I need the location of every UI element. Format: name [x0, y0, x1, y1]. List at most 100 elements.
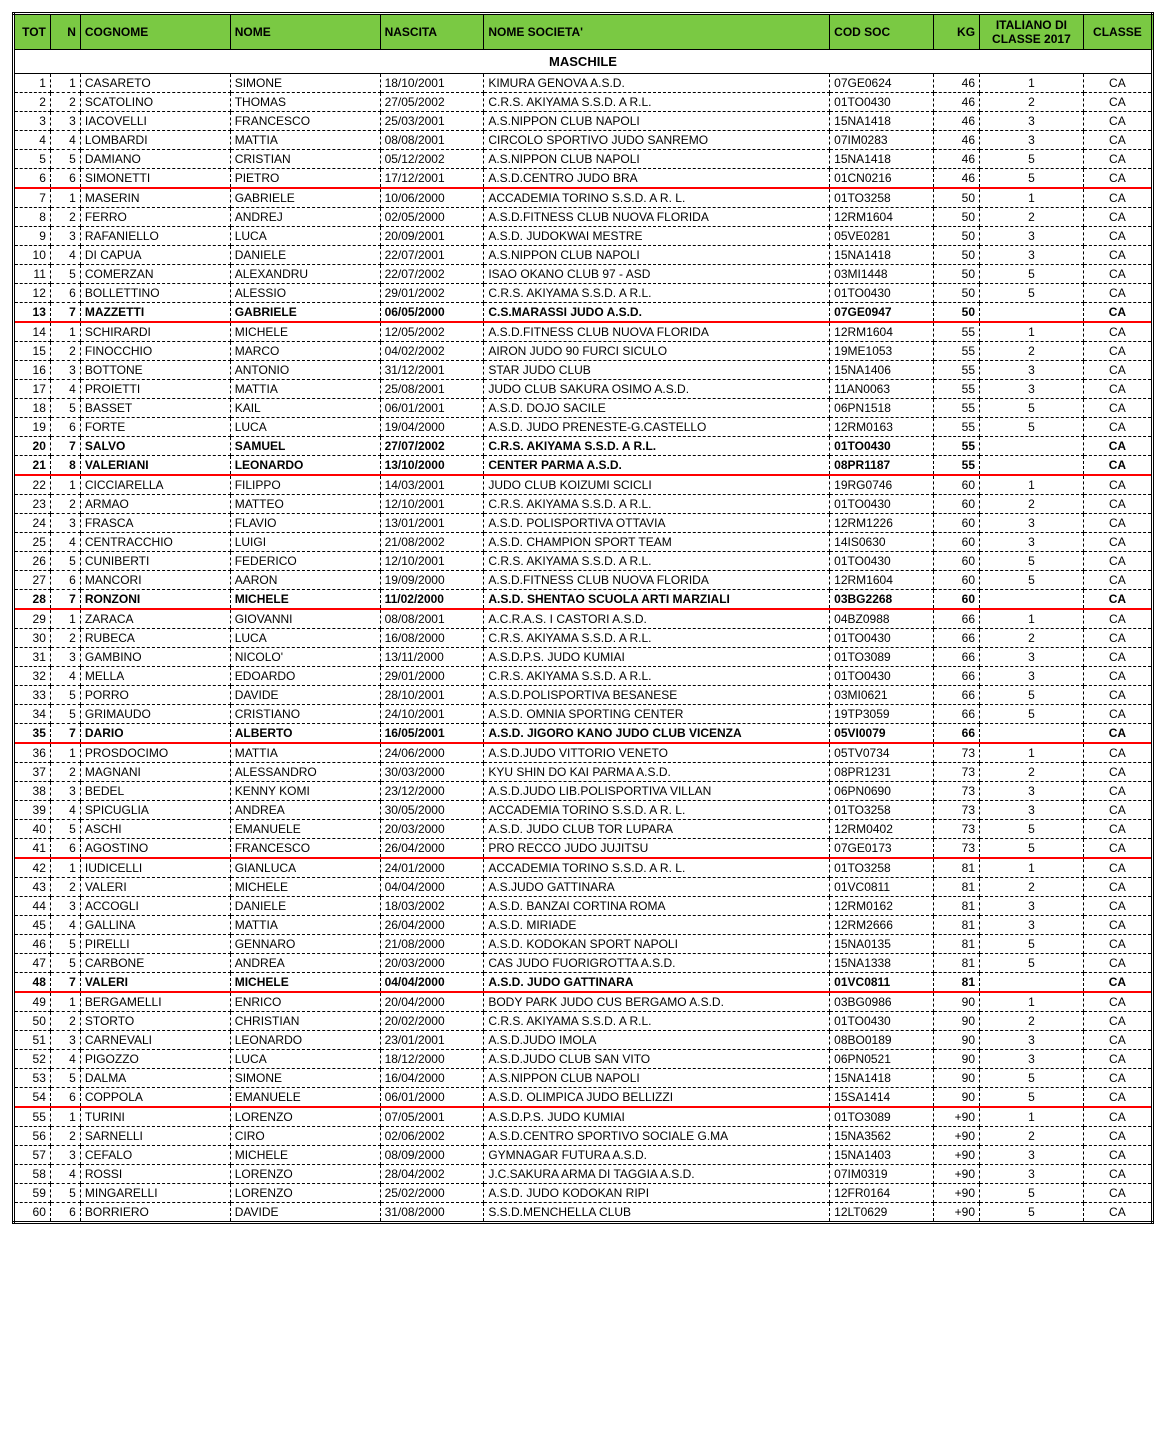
- cell-kg: 55: [933, 399, 979, 418]
- cell-kg: +90: [933, 1203, 979, 1223]
- cell-italiano: [980, 590, 1084, 610]
- cell-nome: LEONARDO: [230, 456, 380, 476]
- cell-italiano: [980, 456, 1084, 476]
- cell-kg: 55: [933, 418, 979, 437]
- cell-italiano: 1: [980, 743, 1084, 763]
- cell-kg: 55: [933, 322, 979, 342]
- cell-kg: 66: [933, 686, 979, 705]
- cell-kg: 50: [933, 303, 979, 323]
- cell-classe: CA: [1083, 973, 1152, 993]
- cell-cognome: DARIO: [80, 724, 230, 744]
- cell-nascita: 30/03/2000: [380, 763, 484, 782]
- cell-tot: 47: [14, 954, 51, 973]
- table-row: 243FRASCAFLAVIO13/01/2001A.S.D. POLISPOR…: [14, 514, 1153, 533]
- cell-n: 2: [50, 629, 80, 648]
- cell-n: 6: [50, 839, 80, 859]
- cell-nascita: 29/01/2002: [380, 284, 484, 303]
- cell-codsoc: 19ME1053: [830, 342, 934, 361]
- cell-societa: A.S.D.CENTRO JUDO BRA: [484, 169, 830, 189]
- cell-classe: CA: [1083, 1088, 1152, 1108]
- cell-kg: +90: [933, 1165, 979, 1184]
- cell-nome: FLAVIO: [230, 514, 380, 533]
- cell-kg: 60: [933, 495, 979, 514]
- cell-italiano: 3: [980, 1165, 1084, 1184]
- table-row: 357DARIOALBERTO16/05/2001A.S.D. JIGORO K…: [14, 724, 1153, 744]
- cell-nascita: 13/10/2000: [380, 456, 484, 476]
- cell-societa: C.S.MARASSI JUDO A.S.D.: [484, 303, 830, 323]
- cell-cognome: FRASCA: [80, 514, 230, 533]
- cell-italiano: 3: [980, 667, 1084, 686]
- col-societa: NOME SOCIETA': [484, 14, 830, 50]
- cell-n: 5: [50, 265, 80, 284]
- table-row: 345GRIMAUDOCRISTIANO24/10/2001A.S.D. OMN…: [14, 705, 1153, 724]
- cell-nome: LUCA: [230, 227, 380, 246]
- cell-cognome: ACCOGLI: [80, 897, 230, 916]
- cell-nome: EMANUELE: [230, 820, 380, 839]
- table-row: 137MAZZETTIGABRIELE06/05/2000C.S.MARASSI…: [14, 303, 1153, 323]
- cell-nome: CIRO: [230, 1127, 380, 1146]
- cell-tot: 26: [14, 552, 51, 571]
- cell-cognome: MINGARELLI: [80, 1184, 230, 1203]
- table-row: 502STORTOCHRISTIAN20/02/2000C.R.S. AKIYA…: [14, 1012, 1153, 1031]
- table-row: 115COMERZANALEXANDRU22/07/2002ISAO OKANO…: [14, 265, 1153, 284]
- cell-n: 7: [50, 303, 80, 323]
- cell-italiano: 5: [980, 571, 1084, 590]
- cell-italiano: [980, 724, 1084, 744]
- cell-nome: FRANCESCO: [230, 839, 380, 859]
- cell-kg: 50: [933, 265, 979, 284]
- cell-nome: ALEXANDRU: [230, 265, 380, 284]
- cell-nome: ALESSANDRO: [230, 763, 380, 782]
- cell-kg: 73: [933, 743, 979, 763]
- col-italiano: ITALIANO DI CLASSE 2017: [980, 14, 1084, 50]
- cell-cognome: BERGAMELLI: [80, 992, 230, 1012]
- cell-codsoc: 07IM0283: [830, 131, 934, 150]
- cell-societa: KIMURA GENOVA A.S.D.: [484, 74, 830, 93]
- cell-societa: KYU SHIN DO KAI PARMA A.S.D.: [484, 763, 830, 782]
- cell-societa: A.S.D.JUDO IMOLA: [484, 1031, 830, 1050]
- cell-kg: 55: [933, 456, 979, 476]
- cell-tot: 57: [14, 1146, 51, 1165]
- cell-societa: C.R.S. AKIYAMA S.S.D. A R.L.: [484, 437, 830, 456]
- cell-tot: 16: [14, 361, 51, 380]
- cell-classe: CA: [1083, 533, 1152, 552]
- cell-kg: 90: [933, 1069, 979, 1088]
- cell-kg: 46: [933, 112, 979, 131]
- cell-classe: CA: [1083, 150, 1152, 169]
- cell-italiano: 1: [980, 1107, 1084, 1127]
- cell-codsoc: 15NA1418: [830, 150, 934, 169]
- cell-societa: A.S.D. SHENTAO SCUOLA ARTI MARZIALI: [484, 590, 830, 610]
- cell-n: 5: [50, 935, 80, 954]
- cell-codsoc: 01CN0216: [830, 169, 934, 189]
- cell-kg: 50: [933, 208, 979, 227]
- table-row: 546COPPOLAEMANUELE06/01/2000A.S.D. OLIMP…: [14, 1088, 1153, 1108]
- cell-kg: 73: [933, 782, 979, 801]
- cell-classe: CA: [1083, 284, 1152, 303]
- cell-kg: 90: [933, 1088, 979, 1108]
- cell-societa: CIRCOLO SPORTIVO JUDO SANREMO: [484, 131, 830, 150]
- cell-cognome: SCHIRARDI: [80, 322, 230, 342]
- table-row: 232ARMAOMATTEO12/10/2001C.R.S. AKIYAMA S…: [14, 495, 1153, 514]
- cell-societa: A.S.NIPPON CLUB NAPOLI: [484, 150, 830, 169]
- cell-n: 1: [50, 74, 80, 93]
- cell-nome: ANDREA: [230, 801, 380, 820]
- cell-societa: A.S.D.CENTRO SPORTIVO SOCIALE G.MA: [484, 1127, 830, 1146]
- cell-codsoc: 12LT0629: [830, 1203, 934, 1223]
- cell-tot: 20: [14, 437, 51, 456]
- cell-kg: 81: [933, 897, 979, 916]
- cell-cognome: GAMBINO: [80, 648, 230, 667]
- table-row: 163BOTTONEANTONIO31/12/2001STAR JUDO CLU…: [14, 361, 1153, 380]
- cell-kg: +90: [933, 1107, 979, 1127]
- table-row: 443ACCOGLIDANIELE18/03/2002A.S.D. BANZAI…: [14, 897, 1153, 916]
- cell-italiano: 3: [980, 361, 1084, 380]
- cell-codsoc: 01TO0430: [830, 93, 934, 112]
- cell-tot: 10: [14, 246, 51, 265]
- cell-italiano: 3: [980, 112, 1084, 131]
- cell-nome: DAVIDE: [230, 1203, 380, 1223]
- cell-kg: 60: [933, 514, 979, 533]
- cell-societa: A.S.D.FITNESS CLUB NUOVA FLORIDA: [484, 322, 830, 342]
- table-row: 152FINOCCHIOMARCO04/02/2002AIRON JUDO 90…: [14, 342, 1153, 361]
- cell-italiano: 5: [980, 935, 1084, 954]
- cell-codsoc: 03BG2268: [830, 590, 934, 610]
- cell-societa: ACCADEMIA TORINO S.S.D. A R. L.: [484, 858, 830, 878]
- cell-n: 1: [50, 743, 80, 763]
